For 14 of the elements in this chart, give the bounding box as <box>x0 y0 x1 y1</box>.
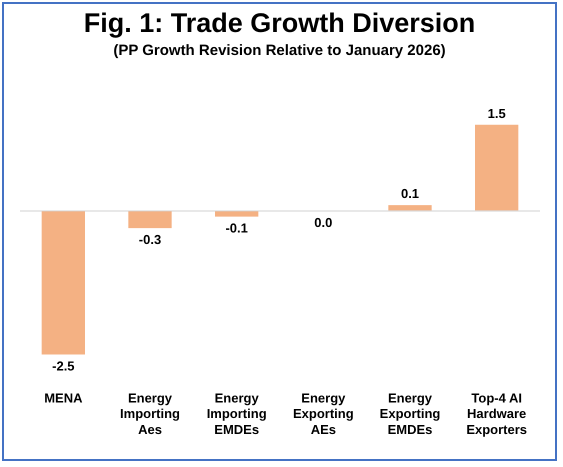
x-tick-label: Energy Exporting AEs <box>292 390 354 437</box>
data-label: 1.5 <box>488 106 506 121</box>
data-label: 0.1 <box>400 186 420 202</box>
x-tick-label: Energy Importing EMDEs <box>206 390 267 437</box>
data-label: -2.5 <box>52 358 75 374</box>
x-tick-label: Energy Exporting EMDEs <box>380 390 440 437</box>
x-tick-label: Energy Importing Aes <box>120 390 180 437</box>
x-tick-label: Top-4 AI Hardware Exporters <box>466 390 528 437</box>
data-label: -0.1 <box>225 220 248 236</box>
x-tick-label: MENA <box>44 390 84 406</box>
data-label: -0.3 <box>138 232 162 248</box>
data-label: 0.0 <box>314 214 332 230</box>
chart-title: Fig. 1: Trade Growth Diversion <box>82 8 476 39</box>
chart-subtitle: (PP Growth Revision Relative to January 2026) <box>112 42 447 59</box>
